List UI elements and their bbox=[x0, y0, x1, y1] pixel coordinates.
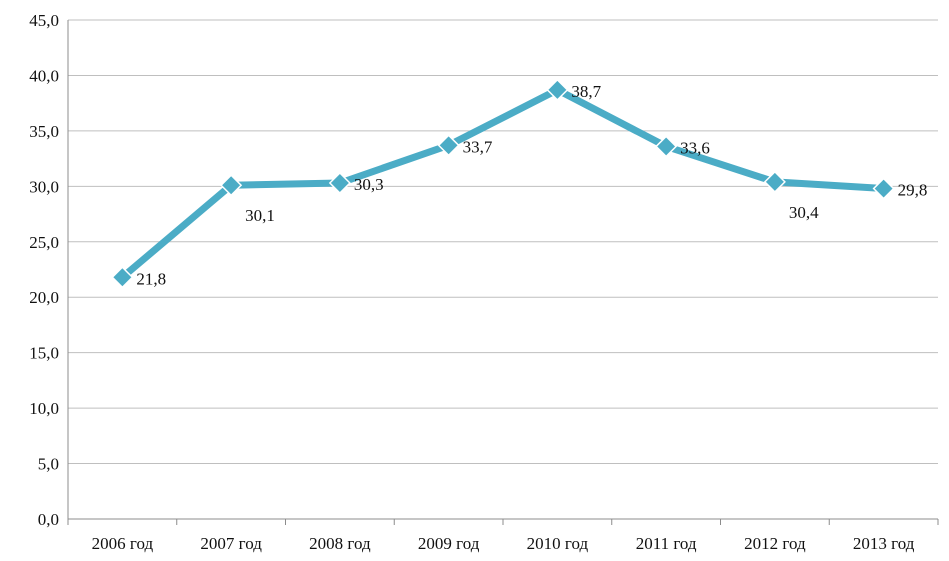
data-label: 30,3 bbox=[354, 175, 384, 194]
y-tick-label: 40,0 bbox=[29, 66, 59, 85]
y-tick-label: 35,0 bbox=[29, 122, 59, 141]
y-tick-label: 15,0 bbox=[29, 344, 59, 363]
x-tick-label: 2010 год bbox=[527, 534, 589, 553]
data-label: 38,7 bbox=[571, 82, 601, 101]
data-point-marker bbox=[437, 134, 460, 157]
x-tick-label: 2012 год bbox=[744, 534, 806, 553]
series-markers bbox=[111, 78, 895, 289]
y-tick-label: 20,0 bbox=[29, 288, 59, 307]
data-point-marker bbox=[655, 135, 678, 158]
data-label: 33,7 bbox=[463, 137, 493, 156]
data-point-marker bbox=[763, 170, 786, 193]
data-point-marker bbox=[872, 177, 895, 200]
data-label: 21,8 bbox=[136, 269, 166, 288]
y-tick-label: 5,0 bbox=[38, 455, 59, 474]
series-line-layer bbox=[118, 86, 888, 281]
y-tick-label: 30,0 bbox=[29, 177, 59, 196]
data-label: 30,1 bbox=[245, 206, 275, 225]
data-point-marker bbox=[111, 266, 134, 289]
data-label: 29,8 bbox=[898, 181, 928, 200]
gridlines bbox=[68, 19, 938, 465]
x-tick-label: 2009 год bbox=[418, 534, 480, 553]
y-tick-label: 10,0 bbox=[29, 399, 59, 418]
x-tick-label: 2006 год bbox=[92, 534, 154, 553]
data-point-marker bbox=[546, 78, 569, 101]
y-tick-label: 0,0 bbox=[38, 510, 59, 529]
data-label: 30,4 bbox=[789, 203, 819, 222]
data-point-marker bbox=[328, 171, 351, 195]
x-axis-tick-labels: 2006 год 2007 год 2008 год 2009 год 2010 год… bbox=[92, 534, 915, 553]
data-labels: 21,8 30,1 30,3 33,7 38,7 33,6 30,4 29,8 bbox=[136, 82, 927, 288]
data-label: 33,6 bbox=[680, 138, 710, 157]
x-tick-label: 2008 год bbox=[309, 534, 371, 553]
y-tick-label: 25,0 bbox=[29, 233, 59, 252]
x-tick-label: 2007 год bbox=[200, 534, 262, 553]
x-tick-label: 2013 год bbox=[853, 534, 915, 553]
y-axis-tick-labels: 0,0 5,0 10,0 15,0 20,0 25,0 30,0 35,0 40,0 45,0 bbox=[29, 11, 59, 529]
axes bbox=[67, 20, 939, 525]
x-tick-label: 2011 год bbox=[636, 534, 697, 553]
series-line bbox=[118, 86, 888, 281]
y-tick-label: 45,0 bbox=[29, 11, 59, 30]
data-point-marker bbox=[220, 174, 243, 197]
